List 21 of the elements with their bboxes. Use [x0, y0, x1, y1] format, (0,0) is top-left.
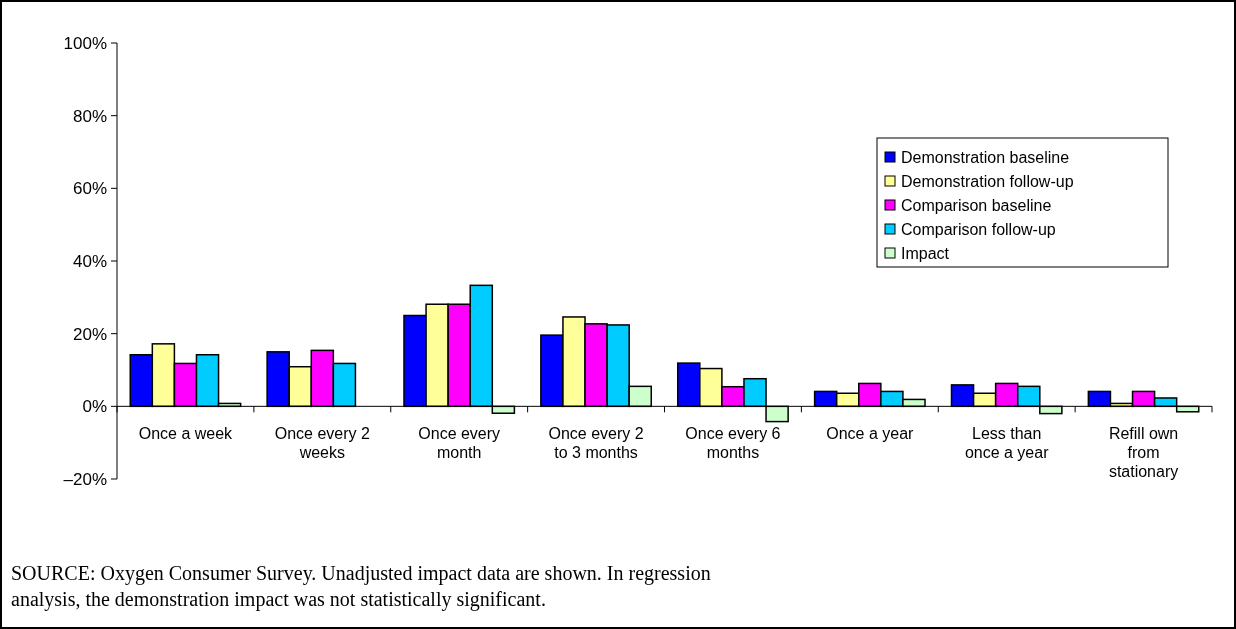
x-tick-label: Once every 2 to 3 months — [548, 425, 644, 462]
y-tick-label: –20% — [63, 469, 107, 489]
y-tick-label: 40% — [72, 251, 107, 271]
x-tick-label: Once a year — [826, 425, 915, 443]
y-tick-label: 80% — [72, 106, 107, 126]
legend-label: Demonstration baseline — [901, 148, 1070, 166]
y-tick-label: 100% — [63, 33, 107, 53]
legend-label: Comparison baseline — [901, 196, 1052, 214]
legend-label: Impact — [901, 244, 950, 262]
x-tick-label: Once every 2 weeks — [274, 425, 370, 462]
x-tick-label: Once every month — [418, 425, 501, 462]
x-tick-label: Once every 6 months — [685, 425, 781, 462]
legend-label: Demonstration follow-up — [901, 172, 1074, 190]
legend-label: Comparison follow-up — [901, 220, 1056, 238]
x-tick-label: Once a week — [138, 425, 234, 443]
y-tick-label: 20% — [72, 324, 107, 344]
y-tick-label: 0% — [82, 397, 107, 417]
x-tick-label: Less than once a year — [964, 425, 1050, 462]
y-tick-label: 60% — [72, 179, 107, 199]
source-note: SOURCE: Oxygen Consumer Survey. Unadjusted impact data are shown. In regression analysis, the demonstration impact was not statistically significant. — [11, 562, 711, 611]
x-tick-label: Refill own from stationary — [1108, 425, 1179, 481]
